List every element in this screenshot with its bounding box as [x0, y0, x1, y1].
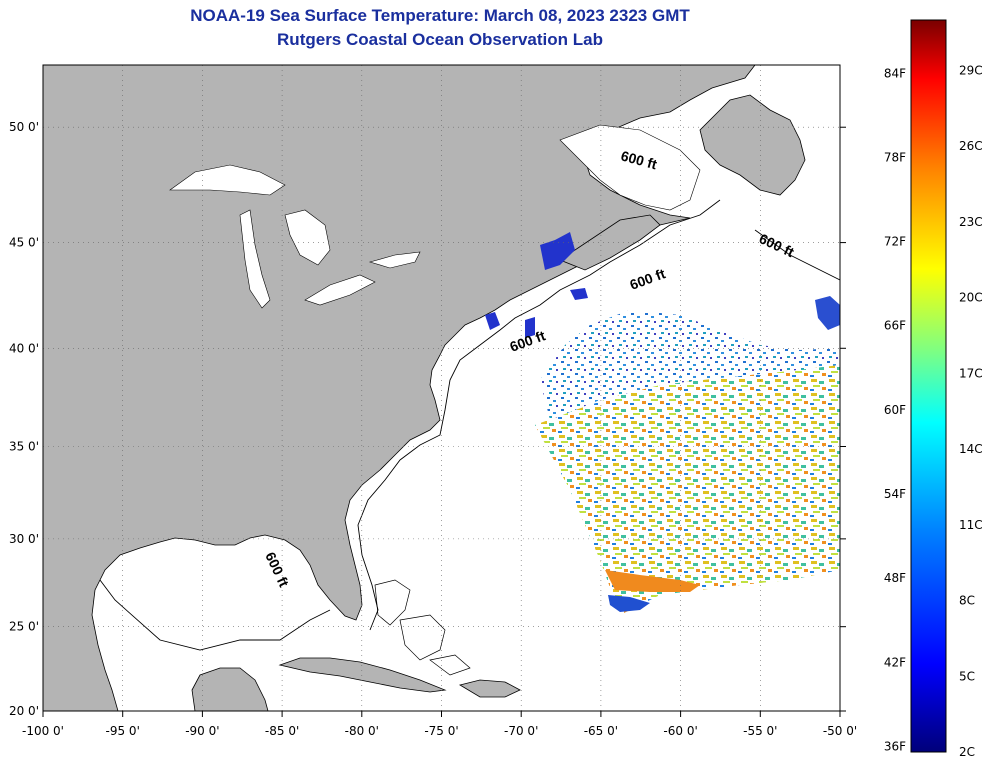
sst-swath: [535, 360, 840, 615]
longitude-label: -90 0': [185, 724, 219, 738]
colorbar-c-label: 17C: [959, 366, 983, 380]
colorbar-f-label: 36F: [884, 739, 906, 753]
longitude-label: -55 0': [743, 724, 777, 738]
lake-erie-ontario: [304, 251, 421, 306]
colorbar-c-label: 2C: [959, 745, 975, 759]
sst-swath-north: [540, 310, 840, 420]
sst-cold-maine: [540, 232, 575, 270]
land-nova-scotia: [559, 214, 661, 271]
longitude-label: -100 0': [22, 724, 64, 738]
sst-cold-east: [815, 296, 840, 330]
latitude-label: 25 0': [9, 620, 39, 634]
longitude-label: -65 0': [584, 724, 618, 738]
land-yucatan: [191, 667, 269, 711]
land-hispaniola: [458, 679, 521, 698]
colorbar: [910, 19, 947, 753]
colorbar-f-label: 60F: [884, 403, 906, 417]
latitude-label: 20 0': [9, 704, 39, 718]
colorbar-c-label: 20C: [959, 291, 983, 305]
gulf-st-lawrence: [559, 124, 701, 211]
map-title: NOAA-19 Sea Surface Temperature: March 0…: [190, 6, 690, 25]
depth-contour-600ft: [99, 199, 840, 651]
latitude-label: 40 0': [9, 341, 39, 355]
latitude-label: 35 0': [9, 439, 39, 453]
colorbar-c-label: 14C: [959, 442, 983, 456]
longitude-label: -70 0': [504, 724, 538, 738]
lake-superior: [169, 164, 286, 196]
colorbar-f-label: 54F: [884, 487, 906, 501]
latitude-label: 45 0': [9, 236, 39, 250]
longitude-label: -85 0': [265, 724, 299, 738]
land-newfoundland: [699, 94, 806, 196]
longitude-label: -80 0': [345, 724, 379, 738]
colorbar-c-label: 11C: [959, 518, 983, 532]
colorbar-f-label: 48F: [884, 571, 906, 585]
latitude-label: 50 0': [9, 120, 39, 134]
longitude-label: -50 0': [823, 724, 857, 738]
map-subtitle: Rutgers Coastal Ocean Observation Lab: [277, 30, 603, 49]
sst-cold-cape: [485, 288, 588, 338]
sst-cold-patch: [608, 595, 650, 612]
colorbar-c-label: 23C: [959, 215, 983, 229]
colorbar-f-label: 72F: [884, 235, 906, 249]
colorbar-f-label: 66F: [884, 319, 906, 333]
sst-gulf-stream: [605, 570, 700, 592]
longitude-label: -60 0': [663, 724, 697, 738]
longitude-label: -95 0': [106, 724, 140, 738]
colorbar-f-label: 78F: [884, 150, 906, 164]
colorbar-c-label: 29C: [959, 63, 983, 77]
colorbar-c-label: 26C: [959, 139, 983, 153]
latitude-labels: 50 0' 45 0' 40 0' 35 0' 30 0' 25 0' 20 0': [9, 120, 846, 718]
land-cuba: [278, 657, 447, 693]
longitude-label: -75 0': [424, 724, 458, 738]
colorbar-c-label: 5C: [959, 669, 975, 683]
colorbar-c-label: 8C: [959, 594, 975, 608]
colorbar-f-label: 42F: [884, 655, 906, 669]
bahamas-banks: [374, 579, 471, 676]
colorbar-celsius-labels: 29C 26C 23C 20C 17C 14C 11C 8C 5C 2C: [959, 63, 983, 759]
lake-michigan-huron: [239, 209, 331, 309]
latitude-label: 30 0': [9, 532, 39, 546]
colorbar-fahrenheit-labels: 84F 78F 72F 66F 60F 54F 48F 42F 36F: [884, 66, 906, 753]
colorbar-f-label: 84F: [884, 66, 906, 80]
longitude-labels: -100 0' -95 0' -90 0' -85 0' -80 0' -75 0' -70…: [22, 711, 857, 738]
